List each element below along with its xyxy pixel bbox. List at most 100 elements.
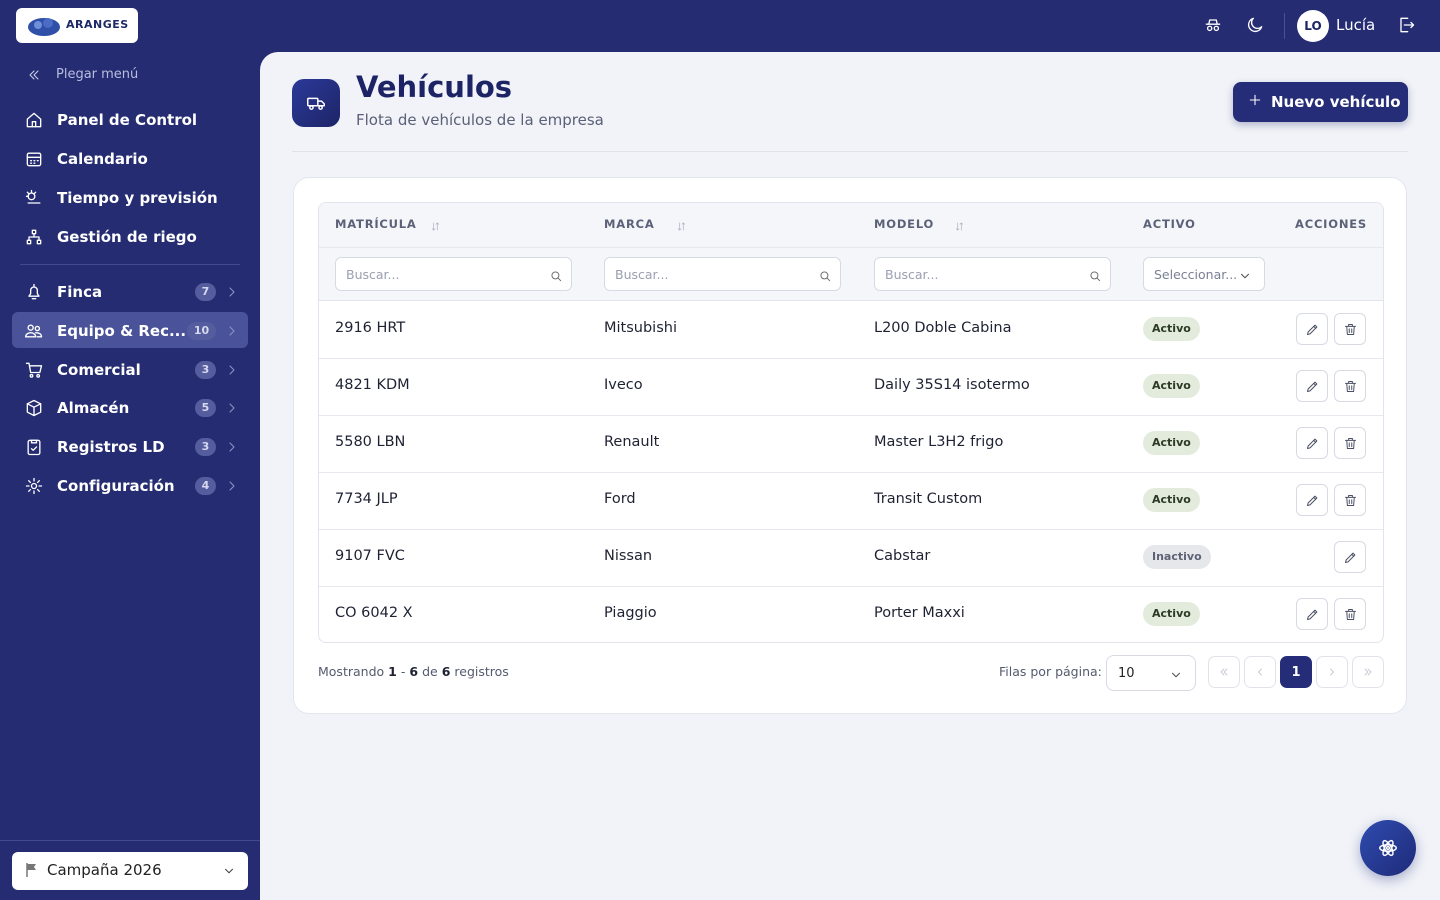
icon <box>1172 672 1180 678</box>
new-button-label: Nuevo vehículo <box>1271 93 1401 111</box>
nav-item[interactable]: Calendario <box>57 150 148 168</box>
edit-button[interactable] <box>1296 484 1328 516</box>
search-icon <box>818 268 832 287</box>
nav-icon[interactable] <box>24 110 44 134</box>
icon <box>26 400 42 417</box>
row-divider <box>319 529 1383 530</box>
prev-page[interactable] <box>1244 656 1276 688</box>
icon <box>25 362 43 378</box>
search-icon <box>549 268 563 287</box>
status-filter[interactable]: Seleccionar... <box>1143 257 1265 291</box>
delete-button[interactable] <box>1334 370 1366 402</box>
nav-icon[interactable] <box>24 188 44 212</box>
search-input[interactable]: Buscar... <box>335 257 572 291</box>
campaign-select[interactable]: Campaña 2026 <box>12 852 248 890</box>
group-label[interactable]: Registros LD <box>57 438 165 457</box>
group-count: 7 <box>195 283 216 301</box>
icon <box>1344 380 1356 392</box>
summary-part: de <box>422 664 438 679</box>
group-icon[interactable] <box>24 282 44 306</box>
last-page[interactable] <box>1352 656 1384 688</box>
group-count: 5 <box>195 399 216 418</box>
row-divider <box>319 472 1383 473</box>
sort-icon <box>676 217 687 236</box>
icon <box>820 271 831 282</box>
group-label[interactable]: Configuración <box>57 477 175 495</box>
logo[interactable]: ARANGES <box>16 8 138 43</box>
delete-button[interactable] <box>1334 484 1366 516</box>
group-icon[interactable] <box>24 321 44 345</box>
collapse-label[interactable]: Plegar menú <box>56 67 139 82</box>
delete-button[interactable] <box>1334 427 1366 459</box>
table: MATRÍCULA Buscar... MARCA Buscar... MODELO Bu… <box>318 202 1384 643</box>
group-chevron <box>224 284 240 304</box>
collapse-icon[interactable] <box>26 67 42 87</box>
column-header[interactable]: MODELO <box>874 217 935 231</box>
group-count: 4 <box>195 477 216 495</box>
header-divider <box>292 151 1408 152</box>
user-name[interactable]: Lucía <box>1336 16 1376 34</box>
select-chevron <box>1238 268 1252 287</box>
nav-icon[interactable] <box>24 227 44 251</box>
select-placeholder: Seleccionar... <box>1154 267 1238 282</box>
nav-item[interactable]: Tiempo y previsión <box>57 189 218 207</box>
group-chevron <box>224 439 240 459</box>
group-label[interactable]: Almacén <box>57 399 130 418</box>
head-divider <box>319 247 1383 248</box>
privacy-button[interactable] <box>1203 15 1223 39</box>
rows-per-page-label: Filas por página: <box>999 664 1102 679</box>
row-divider <box>319 358 1383 359</box>
theme-button[interactable] <box>1245 15 1265 39</box>
group-label[interactable]: Comercial <box>57 360 141 379</box>
cell-plate: 4821 KDM <box>335 377 410 393</box>
logout-button[interactable] <box>1396 15 1416 39</box>
delete-button[interactable] <box>1334 598 1366 630</box>
plus-icon <box>1247 92 1263 112</box>
current-page[interactable]: 1 <box>1280 656 1312 688</box>
avatar[interactable]: LO <box>1297 10 1329 42</box>
column-header[interactable]: MATRÍCULA <box>335 217 417 231</box>
status-badge: Activo <box>1143 374 1200 398</box>
icon <box>229 287 235 297</box>
icon <box>1306 609 1317 620</box>
edit-button[interactable] <box>1296 313 1328 345</box>
new-button[interactable]: Nuevo vehículo <box>1233 82 1408 122</box>
status-badge: Activo <box>1143 602 1200 626</box>
summary-part: - <box>400 664 406 679</box>
edit-button[interactable] <box>1296 598 1328 630</box>
group-label[interactable]: Equipo & Rec... <box>57 321 187 340</box>
status-badge: Activo <box>1143 488 1200 512</box>
search-input[interactable]: Buscar... <box>874 257 1111 291</box>
column-header[interactable]: MARCA <box>604 217 655 231</box>
search-input[interactable]: Buscar... <box>604 257 841 291</box>
cell-plate: CO 6042 X <box>335 605 413 621</box>
group-label[interactable]: Finca <box>57 283 103 301</box>
first-page[interactable] <box>1208 656 1240 688</box>
icon <box>28 283 40 300</box>
edit-button[interactable] <box>1296 370 1328 402</box>
edit-button[interactable] <box>1334 541 1366 573</box>
nav-item[interactable]: Panel de Control <box>57 111 198 129</box>
sidebar-divider <box>20 264 240 265</box>
summary-part: registros <box>454 664 509 679</box>
icon <box>1249 94 1261 106</box>
delete-button[interactable] <box>1334 313 1366 345</box>
nav-icon[interactable] <box>24 149 44 173</box>
group-icon[interactable] <box>24 476 44 500</box>
icon <box>1306 438 1317 449</box>
edit-button[interactable] <box>1296 427 1328 459</box>
row-divider <box>319 415 1383 416</box>
group-icon[interactable] <box>24 437 44 461</box>
group-count: 3 <box>195 438 216 457</box>
search-icon <box>1088 268 1102 287</box>
next-page[interactable] <box>1316 656 1348 688</box>
page-size-select[interactable]: 10 <box>1106 655 1196 691</box>
icon <box>1258 668 1262 676</box>
page-size-value: 10 <box>1118 666 1135 681</box>
assistant-button[interactable] <box>1360 820 1416 876</box>
group-icon[interactable] <box>24 398 44 422</box>
cell-model: L200 Doble Cabina <box>874 320 1012 336</box>
cell-brand: Mitsubishi <box>604 320 677 336</box>
group-icon[interactable] <box>24 360 44 384</box>
nav-item[interactable]: Gestión de riego <box>57 228 197 246</box>
